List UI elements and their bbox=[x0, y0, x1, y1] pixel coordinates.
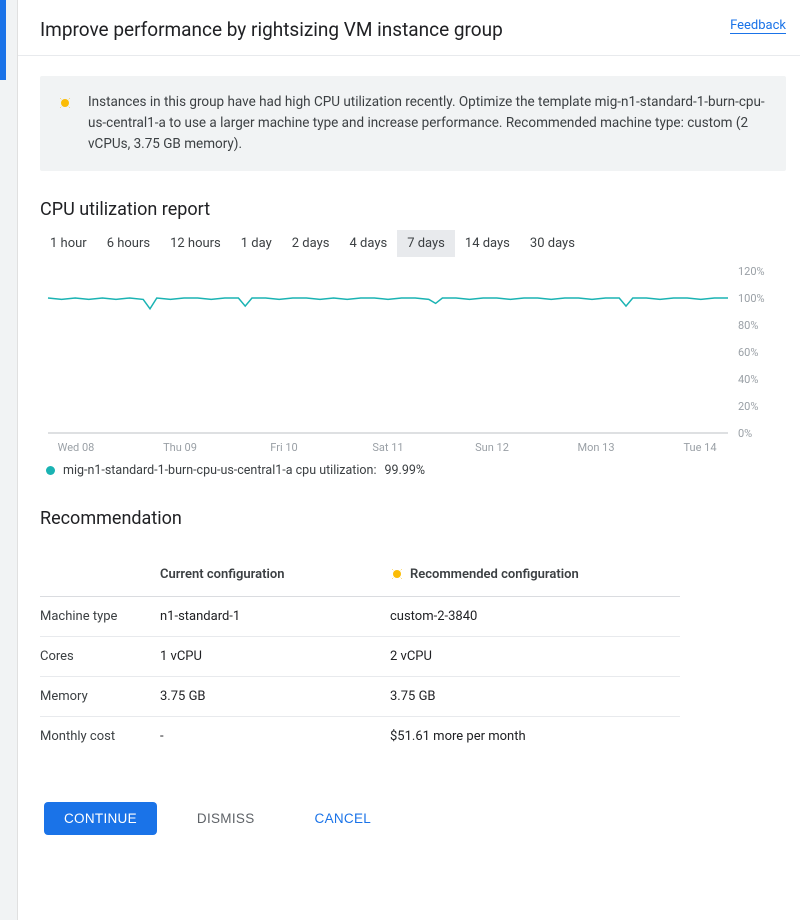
continue-button[interactable]: CONTINUE bbox=[44, 802, 157, 835]
svg-text:20%: 20% bbox=[738, 400, 758, 413]
svg-text:0%: 0% bbox=[738, 427, 752, 440]
action-bar: CONTINUE DISMISS CANCEL bbox=[40, 802, 786, 835]
recommendation-cell: $51.61 more per month bbox=[390, 716, 680, 756]
recommendation-cell: Cores bbox=[40, 636, 160, 676]
recommendation-row: Cores1 vCPU2 vCPU bbox=[40, 636, 680, 676]
recommendation-cell: - bbox=[160, 716, 390, 756]
time-range-tab[interactable]: 1 day bbox=[231, 230, 282, 257]
cpu-utilization-chart: 0% 20% 40% 60% 80% 100% 120% Wed 08 Thu 09 Fri 10… bbox=[40, 263, 770, 453]
page-title: Improve performance by rightsizing VM in… bbox=[40, 18, 503, 41]
time-range-tab[interactable]: 4 days bbox=[339, 230, 397, 257]
recommendation-cell: 2 vCPU bbox=[390, 636, 680, 676]
recommendation-row: Memory3.75 GB3.75 GB bbox=[40, 676, 680, 716]
time-range-tab[interactable]: 7 days bbox=[397, 230, 455, 257]
svg-text:Mon 13: Mon 13 bbox=[577, 441, 614, 453]
svg-text:Tue 14: Tue 14 bbox=[683, 441, 716, 453]
recommendation-cell: 3.75 GB bbox=[160, 676, 390, 716]
time-range-tabs: 1 hour6 hours12 hours1 day2 days4 days7 … bbox=[40, 230, 786, 257]
svg-text:60%: 60% bbox=[738, 346, 758, 359]
legend-series-name: mig-n1-standard-1-burn-cpu-us-central1-a… bbox=[63, 463, 376, 478]
lightbulb-icon bbox=[390, 567, 404, 581]
panel-header: Improve performance by rightsizing VM in… bbox=[18, 0, 800, 56]
time-range-tab[interactable]: 12 hours bbox=[160, 230, 231, 257]
time-range-tab[interactable]: 2 days bbox=[282, 230, 340, 257]
background-sidebar-sliver bbox=[0, 0, 18, 920]
recommendation-column-header: Current configuration bbox=[160, 555, 390, 597]
svg-text:80%: 80% bbox=[738, 319, 758, 332]
svg-text:Wed 08: Wed 08 bbox=[58, 441, 95, 453]
feedback-link[interactable]: Feedback bbox=[730, 18, 786, 34]
recommendation-cell: Memory bbox=[40, 676, 160, 716]
svg-text:Sun 12: Sun 12 bbox=[475, 441, 509, 453]
recommendation-row: Monthly cost-$51.61 more per month bbox=[40, 716, 680, 756]
legend-series-value: 99.99% bbox=[384, 463, 425, 478]
recommendation-cell: Machine type bbox=[40, 596, 160, 636]
recommendation-cell: 3.75 GB bbox=[390, 676, 680, 716]
panel-content: Instances in this group have had high CP… bbox=[18, 56, 800, 835]
recommendation-column-header bbox=[40, 555, 160, 597]
time-range-tab[interactable]: 1 hour bbox=[40, 230, 97, 257]
recommendation-banner: Instances in this group have had high CP… bbox=[40, 76, 786, 171]
recommendation-section: Recommendation Current configurationReco… bbox=[40, 508, 786, 756]
recommendation-column-header: Recommended configuration bbox=[390, 555, 680, 597]
lightbulb-icon bbox=[58, 96, 72, 110]
svg-text:120%: 120% bbox=[738, 265, 765, 278]
svg-text:Thu 09: Thu 09 bbox=[163, 441, 197, 453]
svg-text:100%: 100% bbox=[738, 292, 765, 305]
chart-legend: mig-n1-standard-1-burn-cpu-us-central1-a… bbox=[46, 463, 786, 478]
recommendation-title: Recommendation bbox=[40, 508, 786, 529]
svg-text:40%: 40% bbox=[738, 373, 758, 386]
recommendation-cell: n1-standard-1 bbox=[160, 596, 390, 636]
svg-text:Fri 10: Fri 10 bbox=[270, 441, 297, 453]
cancel-button[interactable]: CANCEL bbox=[295, 802, 392, 835]
rightsizing-panel: Improve performance by rightsizing VM in… bbox=[18, 0, 800, 920]
time-range-tab[interactable]: 30 days bbox=[520, 230, 585, 257]
chart-title: CPU utilization report bbox=[40, 199, 786, 220]
time-range-tab[interactable]: 6 hours bbox=[97, 230, 160, 257]
recommendation-cell: 1 vCPU bbox=[160, 636, 390, 676]
recommendation-cell: Monthly cost bbox=[40, 716, 160, 756]
recommendation-cell: custom-2-3840 bbox=[390, 596, 680, 636]
legend-color-dot bbox=[46, 466, 55, 475]
recommendation-table: Current configurationRecommended configu… bbox=[40, 555, 680, 756]
banner-text: Instances in this group have had high CP… bbox=[88, 92, 768, 155]
time-range-tab[interactable]: 14 days bbox=[455, 230, 520, 257]
dismiss-button[interactable]: DISMISS bbox=[177, 802, 275, 835]
recommendation-row: Machine typen1-standard-1custom-2-3840 bbox=[40, 596, 680, 636]
svg-text:Sat 11: Sat 11 bbox=[372, 441, 403, 453]
